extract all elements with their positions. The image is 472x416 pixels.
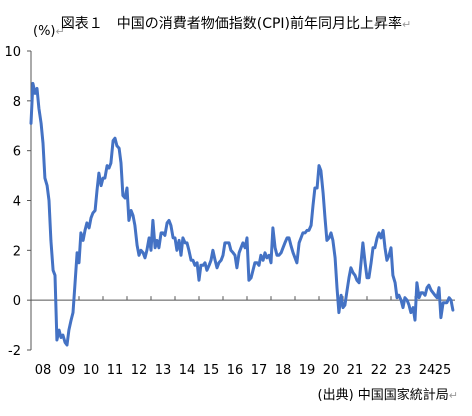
x-tick-label: 09 — [59, 363, 76, 378]
y-tick-label: 6 — [13, 145, 21, 160]
x-tick-label: 14 — [179, 363, 196, 378]
y-unit-label: (%)↵ — [33, 24, 65, 39]
x-tick-label: 12 — [131, 363, 148, 378]
x-tick-label: 23 — [395, 363, 412, 378]
title-return-mark: ↵ — [402, 18, 412, 31]
x-tick-label: 08 — [35, 363, 52, 378]
source-note: (出典) 中国国家統計局↵ — [317, 388, 459, 403]
y-tick-label: 4 — [13, 195, 21, 210]
y-tick-label: 2 — [13, 244, 21, 259]
x-tick-label: 13 — [155, 363, 172, 378]
chart-title: 図表１ 中国の消費者物価指数(CPI)前年同月比上昇率↵ — [60, 16, 412, 32]
x-tick-label: 10 — [83, 363, 100, 378]
x-tick-label: 21 — [347, 363, 364, 378]
x-tick-label: 25 — [435, 363, 452, 378]
y-tick-label: 10 — [4, 45, 21, 60]
cpi-series-line — [29, 81, 455, 347]
x-tick-label: 19 — [299, 363, 316, 378]
x-tick-label: 15 — [203, 363, 220, 378]
y-tick-label: -2 — [8, 344, 21, 359]
source-return-mark: ↵ — [448, 389, 458, 402]
x-tick-label: 17 — [251, 363, 268, 378]
x-tick-label: 20 — [323, 363, 340, 378]
y-tick-label: 0 — [13, 294, 21, 309]
x-tick-label: 18 — [275, 363, 292, 378]
x-tick-label: 16 — [227, 363, 244, 378]
y-tick-label: 8 — [13, 95, 21, 110]
x-tick-label: 22 — [371, 363, 388, 378]
x-tick-label: 24 — [419, 363, 436, 378]
unit-return-mark: ↵ — [55, 25, 65, 38]
x-tick-label: 11 — [107, 363, 124, 378]
